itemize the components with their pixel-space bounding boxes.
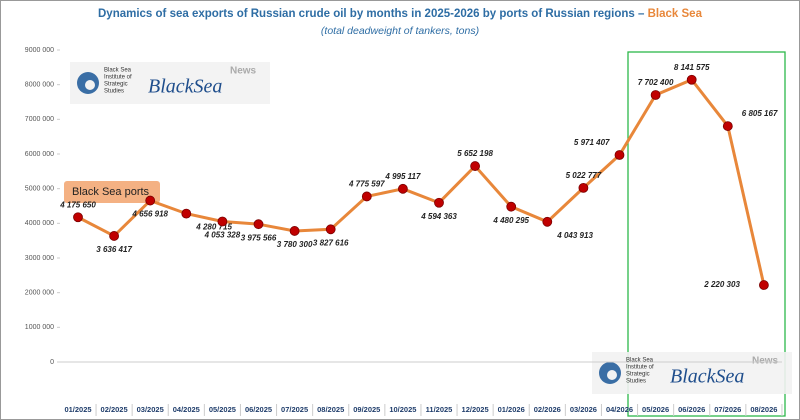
x-tick-label: 01/2025 [64,405,91,414]
y-tick-label: 6000 000 [25,151,54,158]
data-label: 4 995 117 [384,172,421,181]
data-label: 3 780 300 [277,240,313,249]
data-point [145,195,156,206]
logo-institute: Black Sea [104,68,132,74]
data-label: 4 053 328 [204,231,241,240]
title-text: Dynamics of sea exports of Russian crude… [98,8,645,20]
x-tick-label: 09/2025 [353,405,380,414]
y-tick-label: 0 [50,359,54,366]
y-tick-label: 2000 000 [25,290,54,297]
data-point [325,224,336,235]
logo-bg [70,62,270,104]
y-tick-label: 8000 000 [25,82,54,89]
logo-institute: Institute of [104,75,132,81]
data-point [650,90,661,100]
data-point [217,216,228,227]
x-tick-label: 08/2026 [750,405,777,414]
data-label: 8 141 575 [674,63,710,72]
logo-brand: BlackSea [148,76,222,98]
x-tick-label: 06/2025 [245,405,272,414]
data-label: 4 280 715 [195,223,232,232]
x-tick-label: 01/2026 [498,405,525,414]
data-label: 5 652 198 [457,149,493,158]
x-tick-label: 05/2026 [642,405,669,414]
x-tick-label: 08/2025 [317,405,344,414]
data-label: 5 022 777 [566,171,602,180]
logo-icon-inner [85,80,95,90]
data-point [109,231,119,241]
x-tick-label: 03/2026 [570,405,597,414]
data-label: 4 175 650 [59,200,96,209]
data-point [361,191,372,202]
series-line [77,77,766,286]
data-point [181,208,192,219]
x-tick-label: 07/2026 [714,405,741,414]
y-tick-label: 1000 000 [25,324,54,331]
x-tick-label: 05/2025 [209,405,236,414]
x-tick-label: 10/2025 [389,405,416,414]
legend-label: Black Sea ports [72,186,150,198]
logo-brand: BlackSea [670,366,744,388]
data-label: 3 975 566 [241,233,277,242]
data-point [542,216,553,227]
data-point [253,219,264,230]
data-point [578,182,589,193]
legend-box [64,181,160,203]
logo-institute: Black Sea [626,358,654,364]
data-label: 2 220 303 [703,280,740,289]
data-label: 4 656 918 [131,210,168,219]
data-label: 4 043 913 [556,231,593,240]
logo-institute: Strategic [626,372,650,378]
data-point [470,161,481,171]
x-tick-label: 02/2025 [101,405,128,414]
logo-icon-inner [607,370,617,380]
data-point [759,280,769,290]
data-point [397,183,408,194]
logo-institute: Strategic [104,82,128,88]
data-point [73,212,83,223]
data-label: 6 805 167 [742,109,778,118]
y-tick-label: 9000 000 [25,47,54,54]
x-tick-label: 11/2025 [426,405,453,414]
data-point [686,74,697,85]
x-tick-label: 06/2026 [678,405,705,414]
chart-subtitle: (total deadweight of tankers, tons) [321,25,479,37]
logo-institute: Institute of [626,365,654,371]
data-label: 3 636 417 [96,245,132,254]
y-tick-label: 5000 000 [25,186,54,193]
logo-institute: Studies [104,89,124,95]
data-label: 7 702 400 [638,78,674,87]
chart-title: Dynamics of sea exports of Russian crude… [98,8,703,20]
title-highlight: Black Sea [648,8,703,20]
y-tick-label: 4000 000 [25,220,54,227]
highlight-box [627,51,786,417]
logo-bg [592,352,792,394]
data-label: 5 971 407 [574,138,610,147]
x-tick-label: 07/2025 [281,405,308,414]
x-tick-label: 02/2026 [534,405,561,414]
logo-institute: Studies [626,379,646,385]
x-tick-label: 04/2025 [173,405,200,414]
y-tick-label: 7000 000 [25,116,54,123]
x-tick-label: 04/2026 [606,405,633,414]
data-label: 3 827 616 [313,238,349,247]
data-point [506,201,517,212]
data-point [722,121,733,131]
data-label: 4 480 295 [492,216,529,225]
data-point [614,150,625,160]
y-tick-label: 3000 000 [25,255,54,262]
x-tick-label: 03/2025 [137,405,164,414]
data-label: 4 775 597 [348,180,385,189]
logo-brand-tag: News [752,356,779,367]
logo-brand-tag: News [230,66,257,77]
data-point [434,197,444,208]
data-label: 4 594 363 [420,212,457,221]
data-point [289,226,300,236]
x-tick-label: 12/2025 [462,405,489,414]
